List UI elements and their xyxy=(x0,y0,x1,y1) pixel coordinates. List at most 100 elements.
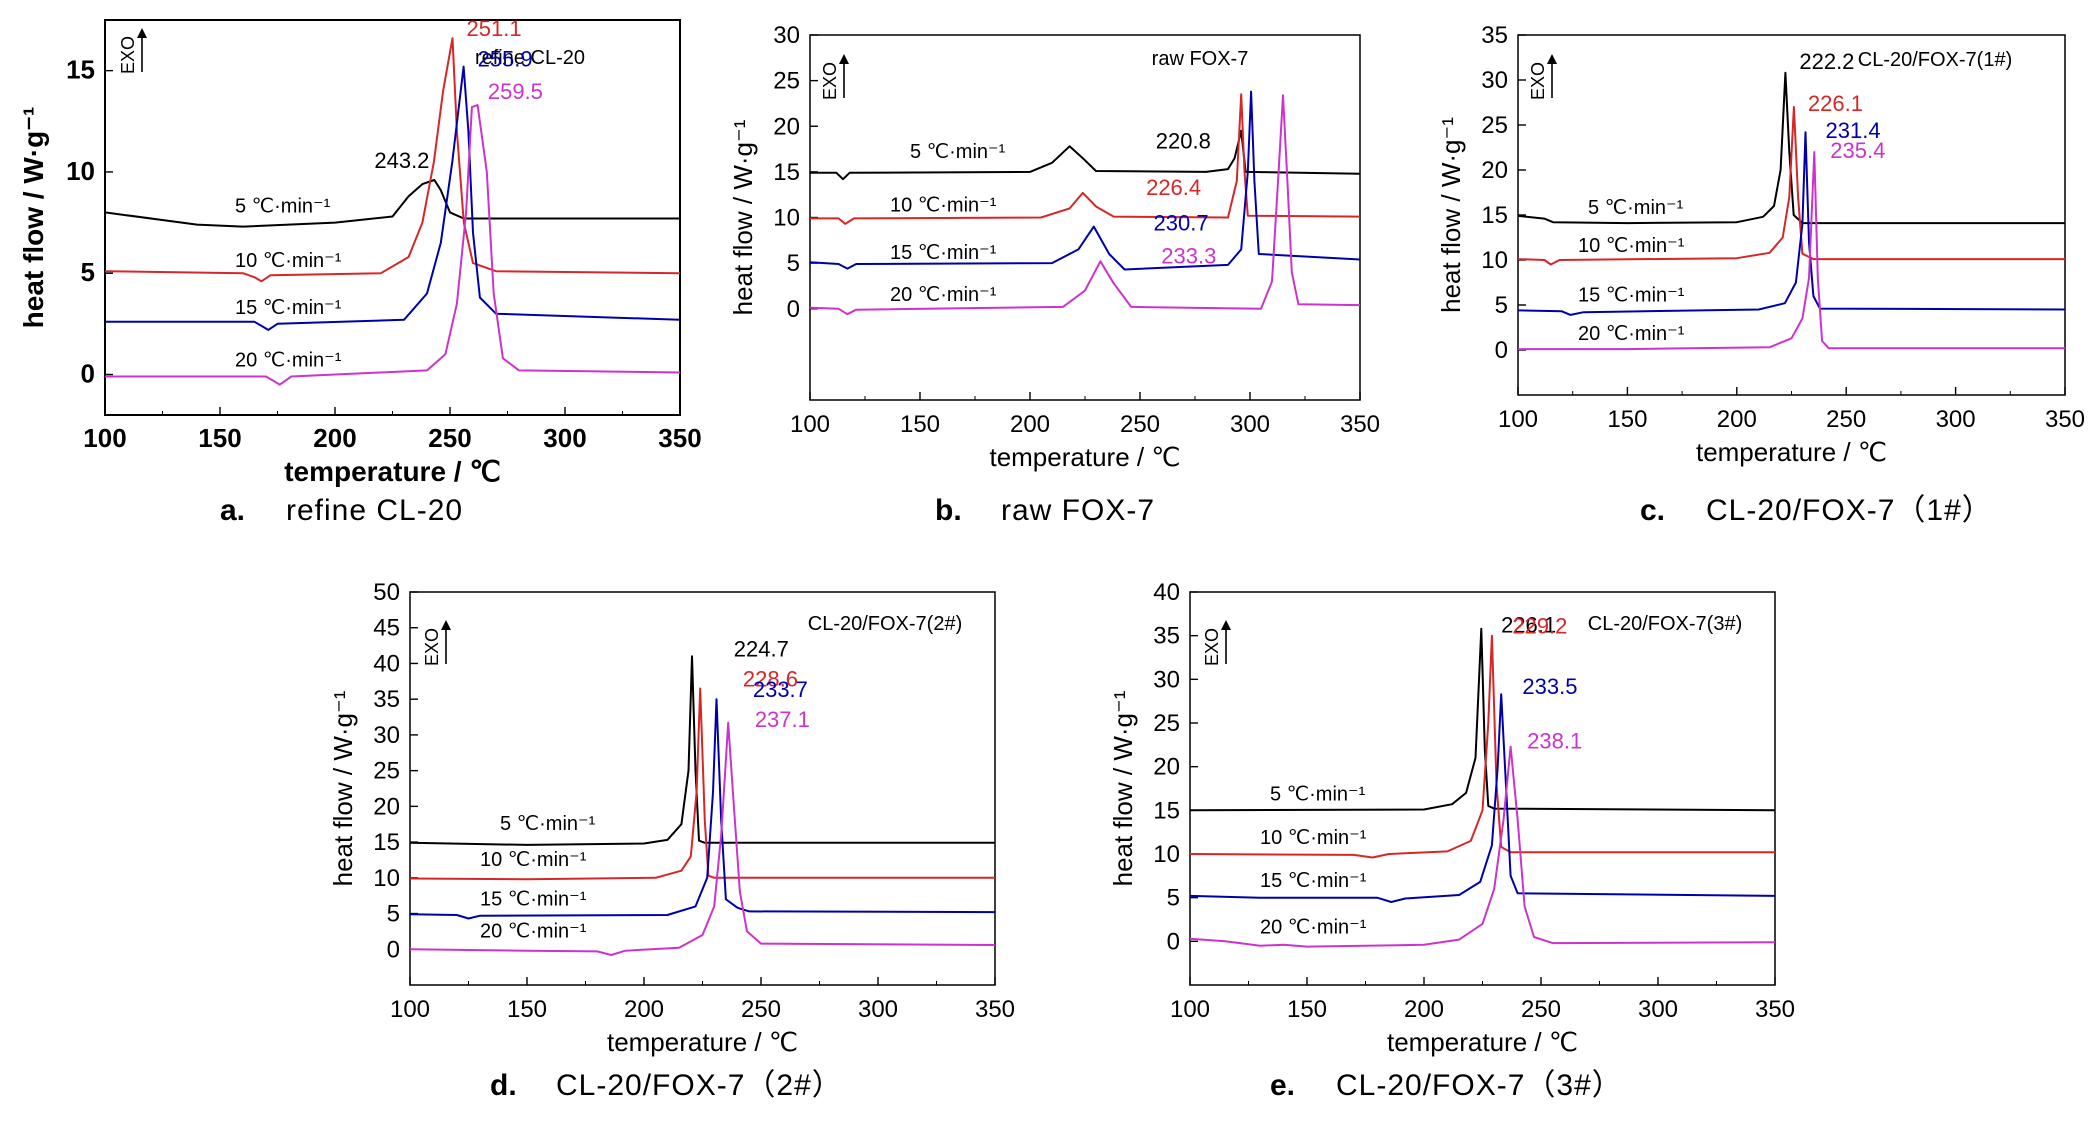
series-rate-label: 10 ℃·min⁻¹ xyxy=(235,250,342,272)
y-tick-label: 35 xyxy=(1481,22,1508,49)
x-tick-label: 200 xyxy=(1010,411,1050,438)
y-tick-label: 15 xyxy=(1153,797,1180,824)
peak-temperature-label: 226.4 xyxy=(1146,175,1201,200)
series-rate-label: 15 ℃·min⁻¹ xyxy=(235,297,342,319)
y-tick-label: 10 xyxy=(1153,841,1180,868)
exo-arrowhead-icon xyxy=(441,620,451,630)
x-axis-label: temperature / ℃ xyxy=(284,456,501,487)
x-axis-label: temperature / ℃ xyxy=(989,442,1180,472)
series-line-3 xyxy=(1517,131,2066,316)
exo-arrowhead-icon xyxy=(1547,54,1557,64)
x-tick-label: 250 xyxy=(1521,996,1561,1023)
x-tick-label: 350 xyxy=(1755,996,1795,1023)
x-tick-label: 150 xyxy=(1607,406,1647,433)
y-tick-label: 10 xyxy=(66,156,95,186)
y-tick-label: 10 xyxy=(773,205,800,232)
chart-panel-a: 100 150 200 250 300 350 0 5 10 15 temperature / ℃ h… xyxy=(18,16,702,487)
series-rate-label: 5 ℃·min⁻¹ xyxy=(235,196,331,218)
peak-temperature-label: 243.2 xyxy=(374,148,429,173)
peak-temperature-label: 259.5 xyxy=(488,79,543,104)
peak-temperature-label: 237.1 xyxy=(755,707,810,732)
x-tick-label: 300 xyxy=(1230,411,1270,438)
y-tick-label: 40 xyxy=(1153,579,1180,606)
chart-panel-b: 100 150 200 250 300 350 0 5 10 15 20 25 30 temperatur… xyxy=(728,22,1380,472)
panel-caption: b. raw FOX-7 xyxy=(935,494,1154,527)
y-tick-label: 20 xyxy=(773,113,800,140)
x-tick-label: 350 xyxy=(658,423,701,453)
y-tick-label: 20 xyxy=(1481,157,1508,184)
exo-arrowhead-icon xyxy=(137,28,147,38)
caption-letter: c. xyxy=(1640,494,1665,527)
exo-arrowhead-icon xyxy=(839,54,849,64)
x-tick-label: 350 xyxy=(975,996,1015,1023)
peak-temperature-label: 235.4 xyxy=(1830,138,1885,163)
series-rate-label: 20 ℃·min⁻¹ xyxy=(235,349,342,371)
series-rate-label: 15 ℃·min⁻¹ xyxy=(890,242,997,264)
series-rate-label: 10 ℃·min⁻¹ xyxy=(1260,827,1367,849)
sample-label: CL-20/FOX-7(2#) xyxy=(808,613,963,635)
y-tick-label: 5 xyxy=(1495,292,1508,319)
sample-label: CL-20/FOX-7(3#) xyxy=(1588,613,1743,635)
x-tick-label: 150 xyxy=(1287,996,1327,1023)
caption-letter: b. xyxy=(935,494,962,527)
y-tick-label: 25 xyxy=(373,758,400,785)
chart-panel-d: 100 150 200 250 300 350 0 5 10 15 20 25 30 35 40 45 50 te… xyxy=(328,579,1015,1057)
y-tick-label: 30 xyxy=(1481,67,1508,94)
x-tick-label: 200 xyxy=(313,423,356,453)
y-tick-label: 40 xyxy=(373,650,400,677)
sample-label: refine CL-20 xyxy=(475,47,585,69)
exo-label: EXO xyxy=(422,628,442,666)
peak-temperature-label: 228.6 xyxy=(743,666,798,691)
exo-label: EXO xyxy=(820,62,840,100)
y-tick-label: 15 xyxy=(373,829,400,856)
x-tick-label: 200 xyxy=(1404,996,1444,1023)
peak-temperature-label: 238.1 xyxy=(1527,729,1582,754)
caption-text: CL-20/FOX-7（3#） xyxy=(1336,1069,1623,1102)
chart-panel-c: 100 150 200 250 300 350 0 5 10 15 20 25 30 35 temperat… xyxy=(1436,22,2085,467)
series-rate-label: 5 ℃·min⁻¹ xyxy=(1270,783,1366,805)
y-tick-label: 0 xyxy=(787,296,800,323)
x-axis-label: temperature / ℃ xyxy=(1387,1027,1578,1057)
y-tick-label: 35 xyxy=(1153,623,1180,650)
y-axis-label: heat flow / W·g⁻¹ xyxy=(328,690,358,886)
y-tick-label: 5 xyxy=(387,901,400,928)
exo-label: EXO xyxy=(1528,62,1548,100)
x-tick-label: 150 xyxy=(900,411,940,438)
sample-label: raw FOX-7 xyxy=(1152,48,1249,70)
caption-text: CL-20/FOX-7（2#） xyxy=(556,1069,843,1102)
series-line-1 xyxy=(409,655,995,846)
x-tick-label: 150 xyxy=(198,423,241,453)
peak-temperature-label: 251.1 xyxy=(467,16,522,41)
y-tick-label: 20 xyxy=(373,793,400,820)
y-axis-label: heat flow / W·g⁻¹ xyxy=(18,107,49,329)
peak-temperature-label: 226.1 xyxy=(1501,613,1556,638)
y-tick-label: 15 xyxy=(1481,202,1508,229)
y-tick-label: 30 xyxy=(773,22,800,49)
x-tick-label: 250 xyxy=(428,423,471,453)
caption-letter: e. xyxy=(1270,1069,1295,1102)
series-line-4 xyxy=(809,94,1361,316)
series-line-3 xyxy=(809,90,1361,271)
series-line-3 xyxy=(409,698,996,920)
x-tick-label: 200 xyxy=(1717,406,1757,433)
x-axis-label: temperature / ℃ xyxy=(1696,437,1887,467)
series-line-4 xyxy=(105,104,681,386)
y-tick-label: 50 xyxy=(373,579,400,606)
y-tick-label: 30 xyxy=(1153,666,1180,693)
series-line-4 xyxy=(1189,745,1776,948)
x-tick-label: 100 xyxy=(1498,406,1538,433)
peak-temperature-label: 233.7 xyxy=(753,677,808,702)
x-axis-label: temperature / ℃ xyxy=(607,1027,798,1057)
y-tick-label: 0 xyxy=(81,358,95,388)
x-tick-label: 200 xyxy=(624,996,664,1023)
series-rate-label: 10 ℃·min⁻¹ xyxy=(890,195,997,217)
sample-label: CL-20/FOX-7(1#) xyxy=(1858,49,2013,71)
y-tick-label: 0 xyxy=(1167,928,1180,955)
series-rate-label: 10 ℃·min⁻¹ xyxy=(480,849,587,871)
peak-temperature-label: 233.5 xyxy=(1522,674,1577,699)
peak-temperature-label: 224.7 xyxy=(734,636,789,661)
x-tick-label: 300 xyxy=(1936,406,1976,433)
peak-temperature-label: 255.9 xyxy=(478,47,533,72)
series-rate-label: 10 ℃·min⁻¹ xyxy=(1578,235,1685,257)
